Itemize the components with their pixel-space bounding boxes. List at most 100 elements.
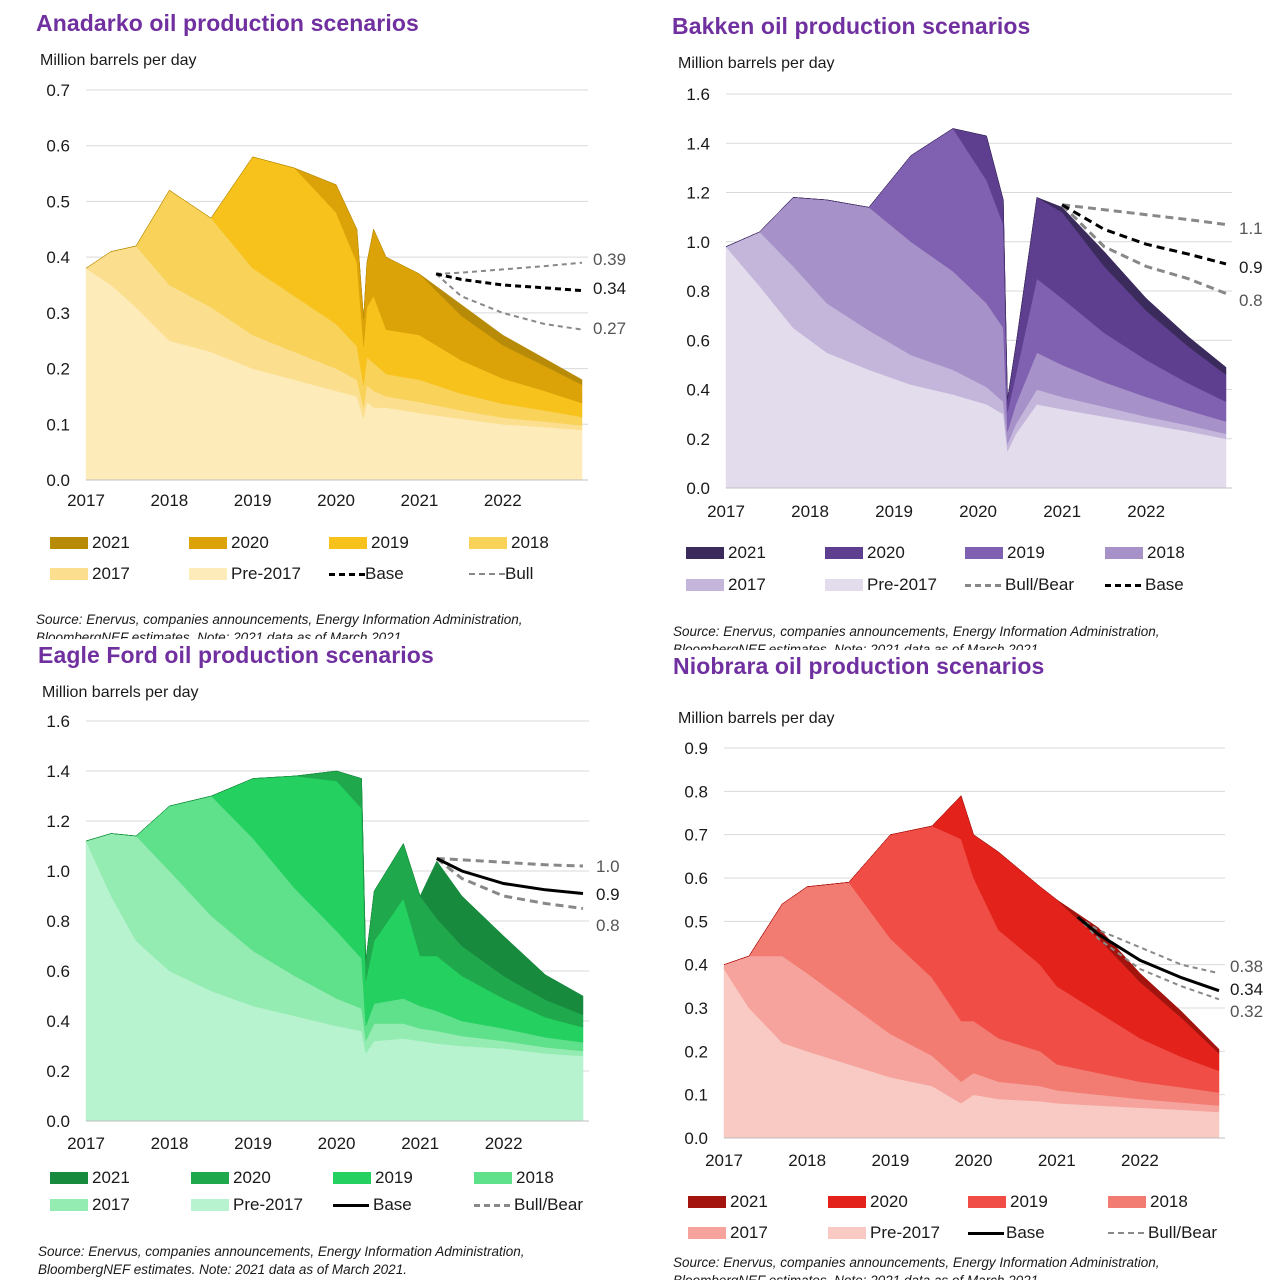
legend-swatch — [686, 547, 724, 559]
y-tick-label: 0.8 — [46, 912, 70, 931]
y-tick-label: 1.0 — [46, 862, 70, 881]
legend-swatch — [189, 537, 227, 549]
y-tick-label: 0.1 — [46, 415, 70, 434]
legend-item-2020: 2020 — [825, 543, 905, 563]
y-tick-label: 0.8 — [684, 782, 708, 801]
legend-item-bull: Bull — [469, 564, 533, 584]
legend-swatch — [333, 1172, 371, 1184]
base-line — [436, 857, 584, 895]
scenario-end-label: 0.9 — [1239, 258, 1263, 277]
y-tick-label: 0.0 — [686, 479, 710, 498]
legend-item-2020: 2020 — [828, 1192, 908, 1212]
legend-item-2017: 2017 — [686, 575, 766, 595]
legend-item-2021: 2021 — [50, 533, 130, 553]
legend-line — [968, 1231, 1004, 1235]
y-tick-label: 0.6 — [46, 962, 70, 981]
scenario-end-label: 0.8 — [596, 916, 620, 935]
legend-item-2018: 2018 — [1108, 1192, 1188, 1212]
legend-line — [1105, 583, 1141, 587]
scenario-end-label: 0.8 — [1239, 291, 1263, 310]
y-tick-label: 1.4 — [46, 762, 70, 781]
legend-item-2019: 2019 — [968, 1192, 1048, 1212]
y-tick-label: 0.0 — [46, 471, 70, 490]
legend-item-2021: 2021 — [686, 543, 766, 563]
x-tick-label: 2017 — [67, 1134, 105, 1153]
x-tick-label: 2020 — [317, 491, 355, 510]
x-tick-label: 2020 — [318, 1134, 356, 1153]
legend-swatch — [1105, 547, 1143, 559]
x-tick-label: 2021 — [401, 491, 439, 510]
y-tick-label: 0.6 — [684, 869, 708, 888]
y-tick-label: 0.7 — [46, 81, 70, 100]
legend-swatch — [469, 537, 507, 549]
legend-swatch — [688, 1227, 726, 1239]
y-tick-label: 0.2 — [684, 1042, 708, 1061]
legend-swatch — [825, 579, 863, 591]
legend-swatch — [191, 1199, 229, 1211]
y-tick-label: 0.4 — [686, 381, 710, 400]
x-tick-label: 2021 — [1043, 502, 1081, 521]
x-tick-label: 2019 — [871, 1151, 909, 1170]
legend-swatch — [50, 1199, 88, 1211]
legend-item-2020: 2020 — [189, 533, 269, 553]
legend-swatch — [828, 1196, 866, 1208]
x-tick-label: 2021 — [401, 1134, 439, 1153]
y-tick-label: 0.5 — [46, 192, 70, 211]
legend-item-base: Base — [329, 564, 404, 584]
legend-item-2019: 2019 — [965, 543, 1045, 563]
legend-item-2021: 2021 — [50, 1168, 130, 1188]
scenario-end-label: 0.38 — [1230, 957, 1263, 976]
bear-line — [435, 273, 583, 331]
legend-item-bull-bear: Bull/Bear — [965, 575, 1074, 595]
chart-title: Niobrara oil production scenarios — [673, 653, 1045, 679]
y-tick-label: 1.6 — [686, 85, 710, 104]
y-tick-label: 0.2 — [46, 360, 70, 379]
y-tick-label: 0.0 — [684, 1129, 708, 1148]
y-tick-label: 0.2 — [46, 1062, 70, 1081]
legend-item-2019: 2019 — [329, 533, 409, 553]
scenario-end-label: 0.39 — [593, 250, 626, 269]
bull-line — [436, 857, 584, 868]
x-tick-label: 2018 — [151, 1134, 189, 1153]
legend-line — [333, 1203, 369, 1207]
y-tick-label: 0.6 — [686, 331, 710, 350]
bakken-chart: 0.0 0.2 0.4 0.6 0.8 1.0 1.2 1.4 1.6 2017 2018 2019 2… — [686, 85, 1263, 521]
y-tick-label: 1.2 — [46, 812, 70, 831]
base-line — [1061, 203, 1227, 266]
x-tick-label: 2018 — [791, 502, 829, 521]
chart-title: Anadarko oil production scenarios — [36, 10, 419, 36]
x-tick-label: 2020 — [955, 1151, 993, 1170]
y-tick-label: 0.1 — [684, 1086, 708, 1105]
y-tick-label: 0.4 — [684, 956, 708, 975]
x-tick-label: 2022 — [484, 491, 522, 510]
base-line — [435, 272, 583, 293]
x-tick-label: 2021 — [1038, 1151, 1076, 1170]
y-tick-label: 0.6 — [46, 137, 70, 156]
y-tick-label: 1.6 — [46, 712, 70, 731]
area-2021 — [85, 156, 583, 386]
legend-item-bull-bear: Bull/Bear — [1108, 1223, 1217, 1243]
x-tick-label: 2019 — [875, 502, 913, 521]
x-tick-label: 2022 — [1121, 1151, 1159, 1170]
bear-line — [1076, 916, 1220, 1001]
y-tick-label: 0.8 — [686, 282, 710, 301]
legend-item-pre2017: Pre-2017 — [828, 1223, 940, 1243]
y-tick-label: 0.0 — [46, 1112, 70, 1131]
legend-item-2018: 2018 — [1105, 543, 1185, 563]
bull-line — [1077, 916, 1220, 975]
legend-item-2017: 2017 — [50, 1195, 130, 1215]
y-tick-label: 0.4 — [46, 248, 70, 267]
legend-swatch — [189, 568, 227, 580]
x-tick-label: 2017 — [707, 502, 745, 521]
x-tick-label: 2018 — [788, 1151, 826, 1170]
legend-swatch — [50, 568, 88, 580]
scenario-end-label: 0.34 — [593, 279, 626, 298]
legend-swatch — [968, 1196, 1006, 1208]
source-note: Source: Enervus, companies announcements… — [673, 624, 1160, 650]
source-note: Source: Enervus, companies announcements… — [38, 1244, 525, 1277]
legend-item-2017: 2017 — [688, 1223, 768, 1243]
legend-item-2019: 2019 — [333, 1168, 413, 1188]
chart-title: Bakken oil production scenarios — [672, 13, 1031, 39]
y-tick-label: 1.2 — [686, 184, 710, 203]
anadarko-chart: 0.0 0.1 0.2 0.3 0.4 0.5 0.6 0.7 2017 2018 2019 2020… — [46, 81, 626, 510]
